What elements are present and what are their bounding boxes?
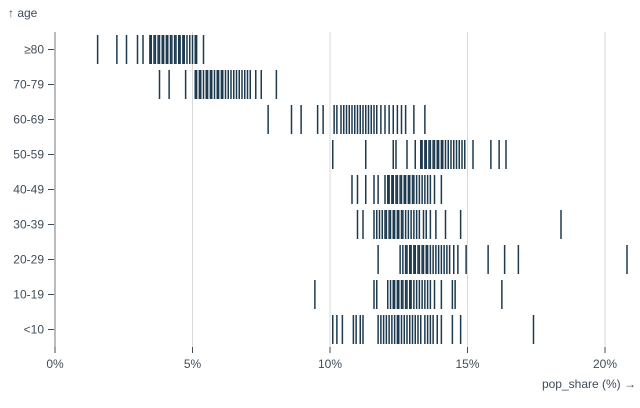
y-axis-label: <10: [24, 323, 45, 337]
y-axis-title: ↑ age: [8, 6, 38, 20]
y-axis-label: 30-39: [13, 218, 44, 232]
y-axis-label: 20-29: [13, 253, 44, 267]
x-axis-label: 0%: [46, 357, 64, 371]
y-axis-label: 40-49: [13, 183, 44, 197]
y-axis-label: 10-19: [13, 288, 44, 302]
y-axis-label: 50-59: [13, 148, 44, 162]
y-axis-label: 60-69: [13, 113, 44, 127]
x-axis-label: 20%: [593, 357, 617, 371]
x-axis-title: pop_share (%) →: [541, 377, 636, 391]
x-axis-label: 15%: [455, 357, 479, 371]
y-axis-label: 70-79: [13, 78, 44, 92]
y-axis-label: ≥80: [24, 43, 44, 57]
x-axis-label: 10%: [318, 357, 342, 371]
x-axis-label: 5%: [184, 357, 202, 371]
